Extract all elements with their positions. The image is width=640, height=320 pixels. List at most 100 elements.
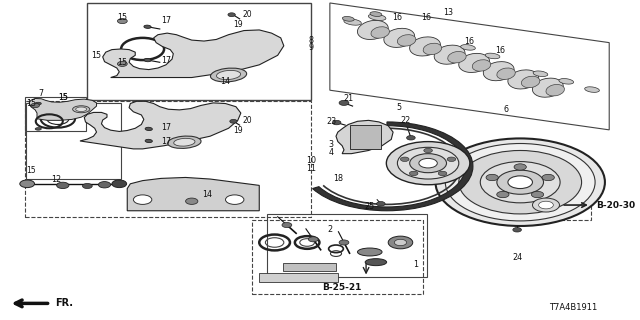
Ellipse shape <box>369 14 386 20</box>
Ellipse shape <box>448 52 466 63</box>
Ellipse shape <box>497 68 515 79</box>
Text: 16: 16 <box>421 13 431 22</box>
Text: 15: 15 <box>117 13 127 22</box>
Ellipse shape <box>423 43 442 55</box>
Circle shape <box>531 191 543 198</box>
Text: 4: 4 <box>328 148 333 156</box>
Text: 22: 22 <box>400 116 410 125</box>
Text: 3: 3 <box>328 140 333 148</box>
Circle shape <box>394 239 406 246</box>
Text: 7: 7 <box>39 89 44 98</box>
Circle shape <box>228 13 236 17</box>
Text: B-25-21: B-25-21 <box>323 283 362 292</box>
Ellipse shape <box>365 259 387 266</box>
Text: 14: 14 <box>202 190 212 199</box>
Ellipse shape <box>145 127 152 131</box>
Bar <box>268 214 427 277</box>
Ellipse shape <box>371 27 390 38</box>
Circle shape <box>497 191 509 198</box>
Wedge shape <box>312 122 473 211</box>
Text: B-20-30: B-20-30 <box>596 201 635 210</box>
Circle shape <box>542 174 554 181</box>
Ellipse shape <box>358 248 382 256</box>
Text: T7A4B1911: T7A4B1911 <box>548 303 597 312</box>
Bar <box>25 97 86 132</box>
Circle shape <box>514 164 526 170</box>
Polygon shape <box>29 99 97 120</box>
Circle shape <box>230 119 237 123</box>
Ellipse shape <box>410 37 440 56</box>
Circle shape <box>410 171 418 176</box>
Circle shape <box>424 148 433 153</box>
Circle shape <box>401 157 409 162</box>
Text: 16: 16 <box>464 37 474 46</box>
Circle shape <box>308 237 318 242</box>
Circle shape <box>186 198 198 204</box>
Circle shape <box>387 142 470 185</box>
Ellipse shape <box>522 76 540 88</box>
Circle shape <box>225 195 244 204</box>
Text: 14: 14 <box>221 77 230 86</box>
Ellipse shape <box>485 53 500 59</box>
Polygon shape <box>336 120 393 154</box>
Text: 15: 15 <box>117 59 127 68</box>
Text: 21: 21 <box>343 94 353 103</box>
Text: 20: 20 <box>242 116 252 125</box>
Polygon shape <box>102 30 284 77</box>
Ellipse shape <box>342 16 354 21</box>
Circle shape <box>397 147 459 179</box>
Text: 18: 18 <box>333 173 343 183</box>
Ellipse shape <box>72 106 90 113</box>
Bar <box>531 187 591 220</box>
Circle shape <box>388 236 413 249</box>
Circle shape <box>435 139 605 226</box>
Bar <box>252 220 422 294</box>
Text: 25: 25 <box>365 202 375 211</box>
Bar <box>26 103 121 179</box>
Ellipse shape <box>546 84 564 96</box>
Ellipse shape <box>434 45 465 64</box>
Circle shape <box>445 143 595 221</box>
Polygon shape <box>127 178 259 211</box>
Text: 23: 23 <box>326 117 336 126</box>
Ellipse shape <box>370 12 382 16</box>
Text: 16: 16 <box>392 13 403 22</box>
Circle shape <box>83 183 92 188</box>
Circle shape <box>480 162 560 203</box>
Bar <box>350 125 381 149</box>
Circle shape <box>99 181 111 188</box>
Text: 16: 16 <box>495 46 505 55</box>
Text: 5: 5 <box>397 103 402 112</box>
Circle shape <box>282 222 292 228</box>
Circle shape <box>376 202 385 206</box>
Text: 15: 15 <box>26 99 36 108</box>
Text: 19: 19 <box>233 20 243 29</box>
Circle shape <box>539 201 554 209</box>
Circle shape <box>410 154 447 173</box>
Text: 17: 17 <box>161 123 171 132</box>
Text: 10: 10 <box>307 156 316 165</box>
Polygon shape <box>259 273 338 282</box>
Circle shape <box>406 136 415 140</box>
Ellipse shape <box>211 68 246 82</box>
Circle shape <box>486 174 499 181</box>
Circle shape <box>117 19 127 24</box>
Circle shape <box>117 61 127 67</box>
Ellipse shape <box>459 53 490 73</box>
Circle shape <box>20 180 35 188</box>
Text: 15: 15 <box>26 166 36 175</box>
Ellipse shape <box>472 60 491 71</box>
Text: 15: 15 <box>92 52 102 60</box>
Text: 1: 1 <box>413 260 419 269</box>
Circle shape <box>57 182 69 188</box>
Text: 17: 17 <box>161 16 171 25</box>
Circle shape <box>339 100 349 105</box>
Circle shape <box>112 180 127 188</box>
Circle shape <box>532 198 559 212</box>
Bar <box>87 3 312 100</box>
Circle shape <box>513 228 522 232</box>
Ellipse shape <box>585 87 600 92</box>
Circle shape <box>31 103 40 108</box>
Text: 24: 24 <box>512 253 522 262</box>
Ellipse shape <box>216 70 241 80</box>
